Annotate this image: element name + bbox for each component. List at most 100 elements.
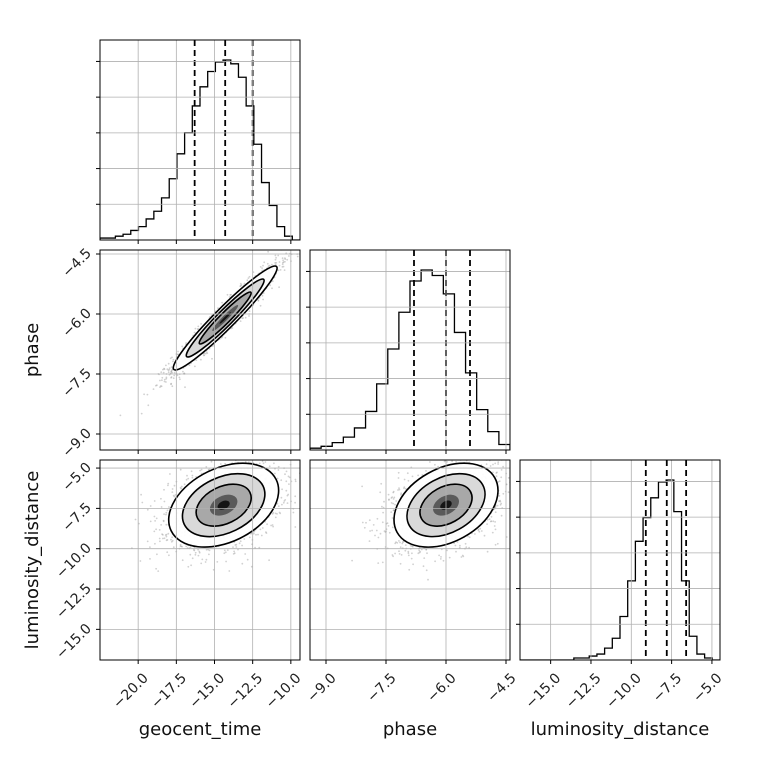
scatter-point [467,535,469,538]
scatter-point [177,350,179,353]
panel-frame [99,39,301,241]
scatter-point [507,477,510,479]
scatter-point [268,264,271,267]
scatter-point [368,540,371,542]
scatter-point [248,310,251,312]
scatter-point [170,538,172,541]
scatter-point [229,294,232,296]
scatter-point [294,480,297,483]
scatter-point [400,493,402,496]
scatter-point [180,545,183,548]
scatter-point [258,546,261,549]
scatter-point [222,457,224,459]
scatter-point [411,545,413,547]
scatter-point [499,503,502,506]
scatter-point [426,552,428,555]
scatter-point [425,548,428,551]
scatter-point [224,336,227,339]
scatter-point [418,549,421,552]
histogram-geocent_time [96,39,301,241]
scatter-point [250,532,252,535]
histogram-step-phase [310,269,510,450]
scatter-point [181,559,184,562]
scatter-point [488,518,491,521]
scatter-point [200,468,203,471]
scatter-point [282,261,284,264]
scatter-point [180,485,183,488]
scatter-point [240,458,242,460]
scatter-point [454,455,456,457]
scatter-point [160,497,162,500]
scatter-point [465,458,467,460]
scatter-point [176,374,179,377]
scatter-point [395,500,398,502]
scatter-point [162,371,165,374]
scatter-point [390,511,393,513]
scatter-point [165,376,168,379]
scatter-point [263,261,266,264]
scatter-point [281,266,284,268]
scatter-point [247,448,249,450]
scatter-point [225,560,228,563]
scatter-point [494,511,497,514]
scatter-point [243,538,246,540]
scatter-point [173,371,176,374]
scatter-point [172,358,175,361]
scatter-point [497,481,500,483]
scatter-point [442,445,444,447]
scatter-point [140,412,143,415]
scatter-point [198,551,201,554]
scatter-point [170,369,173,372]
scatter-point [272,511,275,514]
scatter-point [157,570,160,572]
scatter-point [230,293,233,296]
scatter-point [162,520,165,523]
scatter-point [363,526,366,529]
scatter-point [281,488,283,491]
scatter-point [267,265,270,268]
scatter-point [294,501,296,504]
scatter-point [522,472,524,474]
scatter-point [181,345,184,348]
scatter-point [284,499,287,501]
hist-y-ticks [96,60,300,205]
scatter-point [239,282,242,285]
scatter-point [193,331,196,334]
scatter-point [197,554,200,557]
scatter-point [204,561,207,563]
scatter-point [255,533,257,536]
scatter-point [284,258,287,260]
scatter-point [167,369,170,372]
density-luminosity_distance-vs-geocent_time [96,444,301,661]
scatter-point [191,557,194,560]
scatter-point [269,284,272,287]
scatter-point [231,452,233,454]
hist-y-ticks [306,270,510,415]
scatter-point [489,441,491,443]
scatter-point [466,457,468,459]
scatter-point [162,368,164,371]
scatter-point [475,454,477,456]
scatter-point [226,293,229,296]
scatter-point [497,461,500,464]
scatter-point [294,495,297,498]
scatter-point [285,489,288,492]
scatter-point [250,565,253,568]
scatter-point [171,385,174,388]
scatter-point [468,536,471,539]
scatter-point [242,444,244,446]
scatter-point [440,556,442,558]
scatter-point [275,256,277,259]
histogram-phase-plot-area [310,250,510,450]
scatter-point [460,556,463,558]
scatter-point [170,382,173,385]
scatter-point [179,545,182,547]
scatter-point [379,532,382,535]
scatter-point [185,478,188,481]
scatter-point [265,531,267,533]
scatter-point [417,474,419,477]
scatter-point [257,299,260,301]
scatter-point [258,462,261,465]
scatter-point [152,388,155,390]
scatter-point [281,263,284,266]
